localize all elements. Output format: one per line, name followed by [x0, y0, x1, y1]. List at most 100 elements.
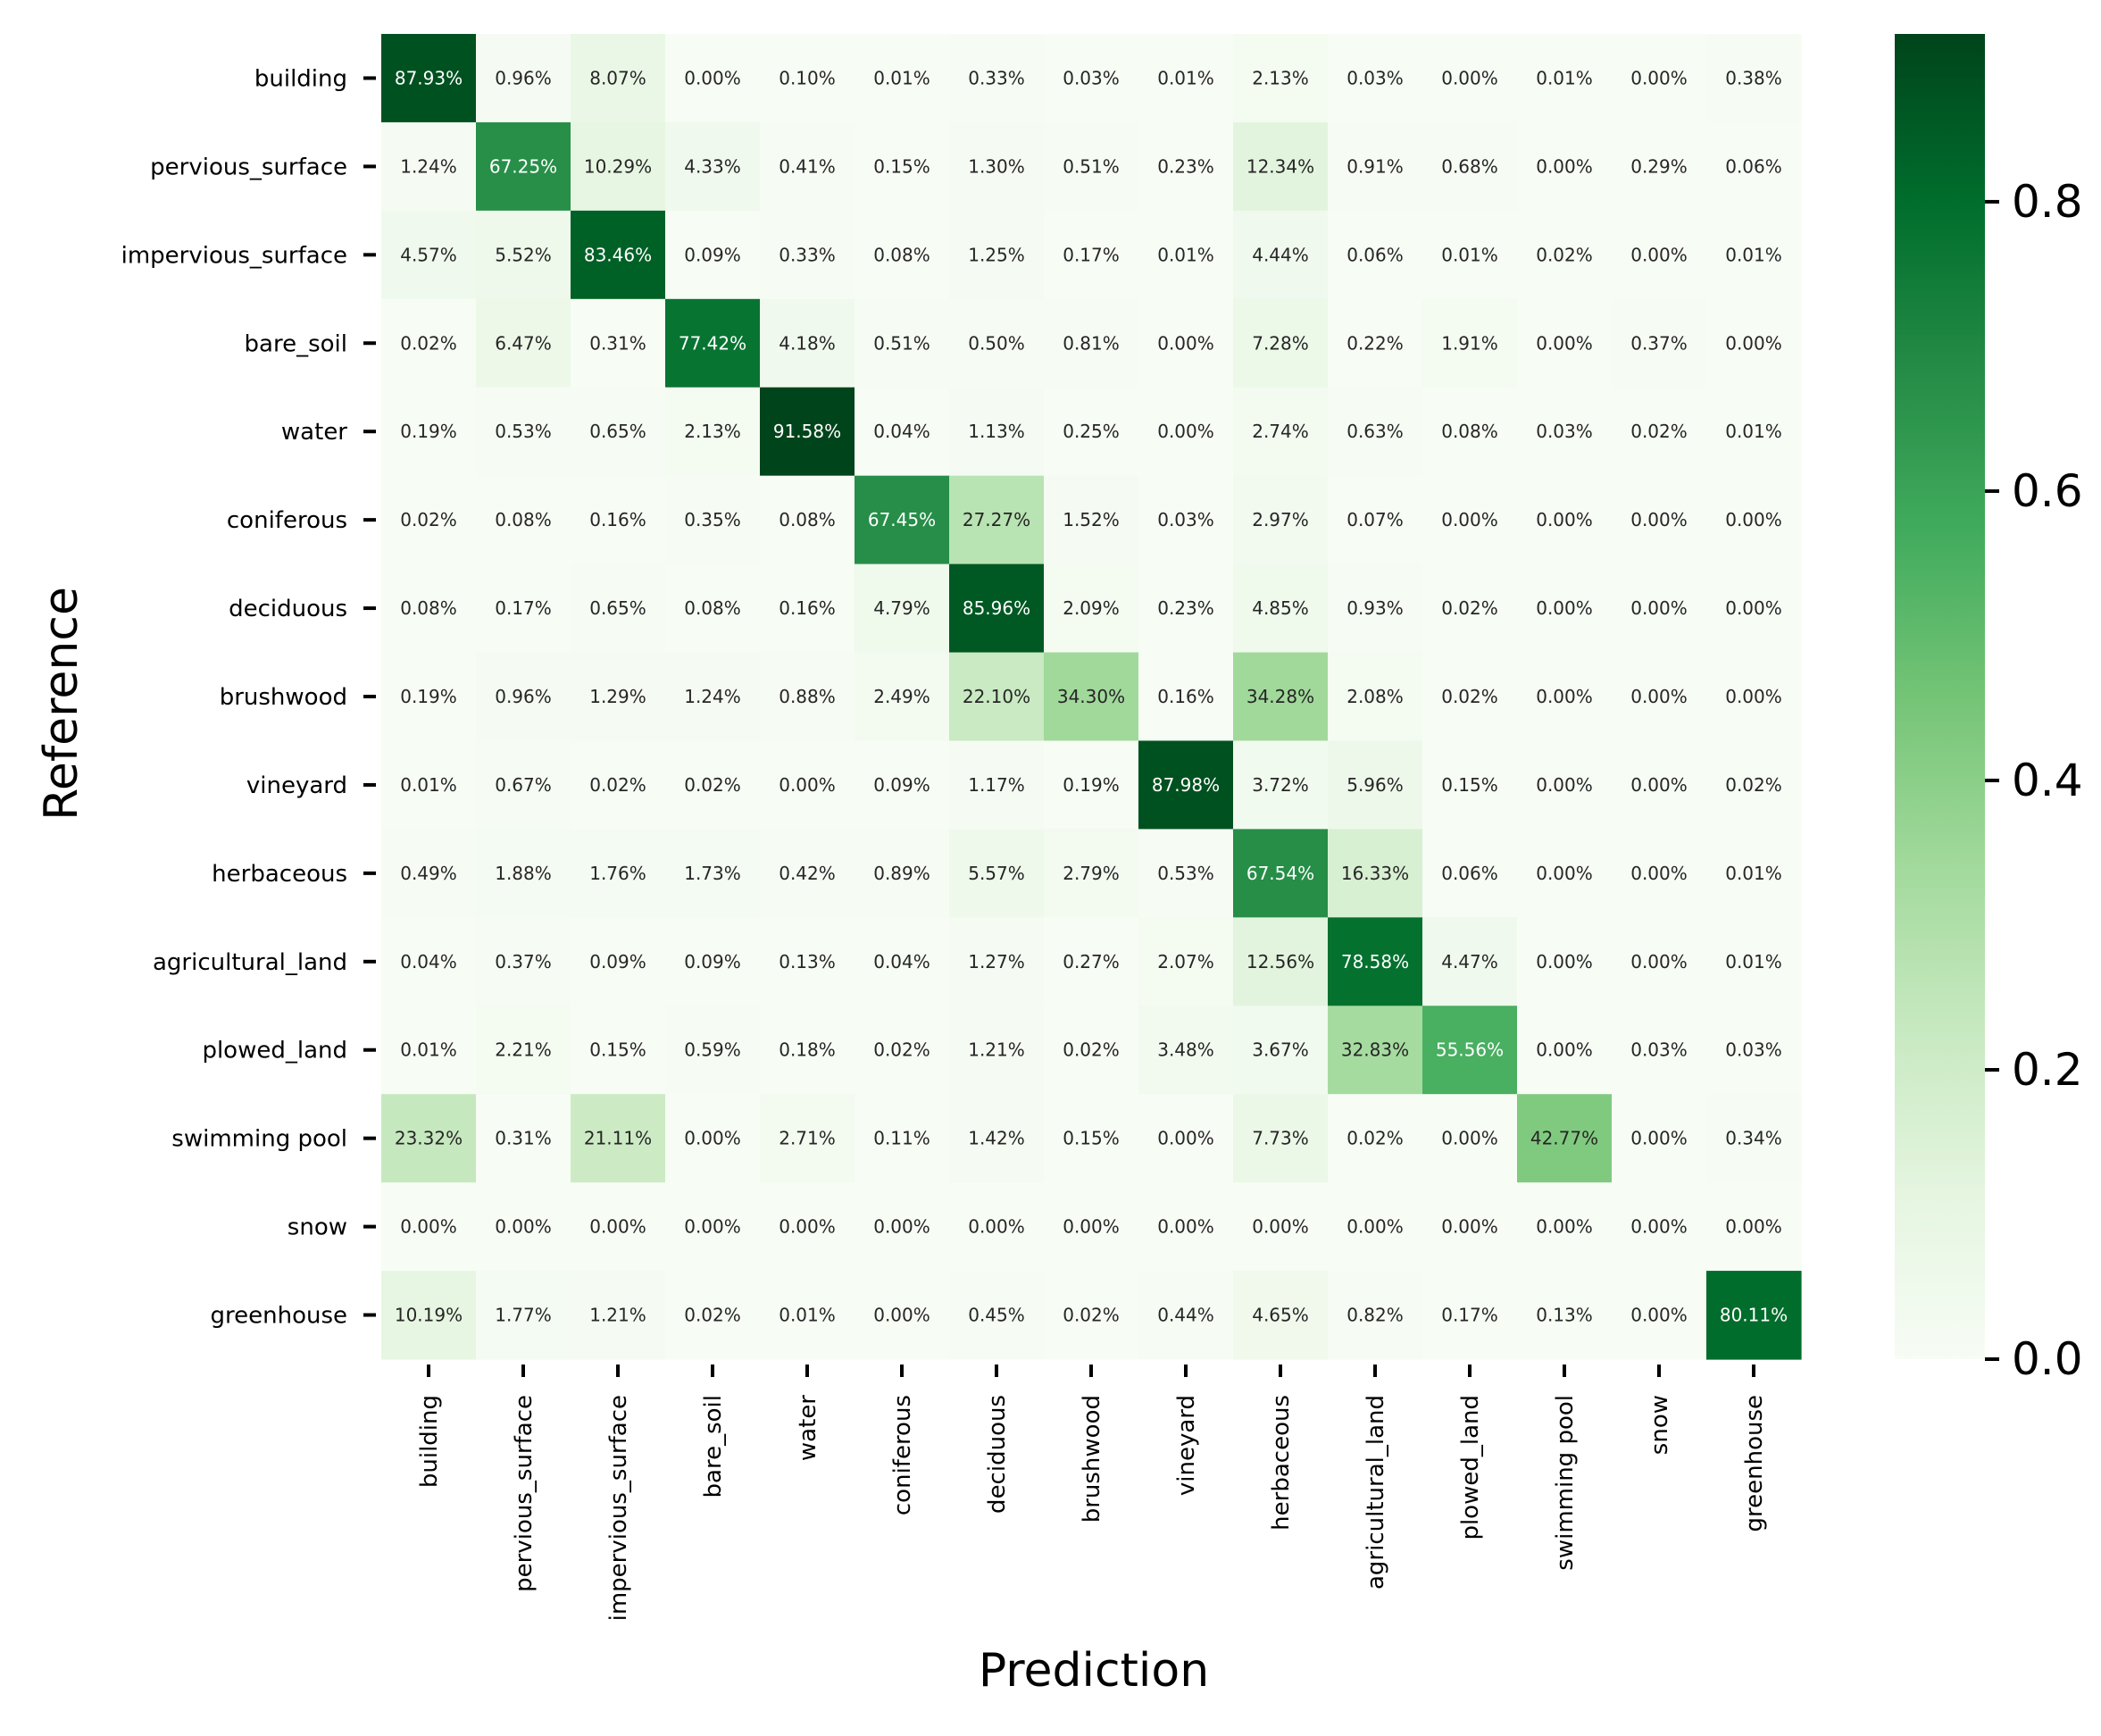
cell-value-label: 0.03% — [1157, 509, 1214, 530]
heatmap-cell — [1706, 917, 1802, 1006]
cell-value-label: 0.01% — [1536, 67, 1593, 88]
heatmap-cell — [1328, 563, 1423, 654]
x-tick-label-greenhouse: greenhouse — [1741, 1395, 1768, 1532]
cell-value-label: 87.93% — [395, 67, 463, 88]
cell-value-label: 0.02% — [684, 774, 741, 796]
y-tick-label-greenhouse: greenhouse — [211, 1303, 348, 1330]
cell-value-label: 0.00% — [684, 1216, 741, 1238]
cell-value-label: 77.42% — [679, 332, 746, 354]
y-tick-label-brushwood: brushwood — [220, 684, 347, 711]
cell-value-label: 32.83% — [1341, 1039, 1409, 1061]
cell-value-label: 0.33% — [968, 67, 1025, 88]
heatmap-cell — [476, 1094, 571, 1183]
heatmap-cell — [1233, 475, 1329, 565]
cell-value-label: 0.96% — [495, 686, 552, 707]
cell-value-label: 0.01% — [400, 774, 457, 796]
y-tick-label-pervious-surface: pervious_surface — [150, 154, 347, 180]
cell-value-label: 0.00% — [1630, 686, 1688, 707]
heatmap-cell — [1706, 652, 1802, 742]
heatmap-cell — [760, 1182, 855, 1272]
heatmap-cell — [855, 917, 950, 1006]
heatmap-cell — [1328, 1094, 1423, 1183]
heatmap-cell — [1612, 387, 1707, 477]
heatmap-cell — [949, 34, 1045, 123]
cell-value-label: 0.03% — [1725, 1039, 1782, 1061]
cell-value-label: 6.47% — [495, 332, 552, 354]
cell-value-label: 0.00% — [1725, 686, 1782, 707]
heatmap-cell — [476, 298, 571, 388]
cell-value-label: 34.28% — [1246, 686, 1314, 707]
cell-value-label: 0.00% — [1252, 1216, 1309, 1238]
cell-value-label: 0.15% — [1441, 774, 1498, 796]
cell-value-label: 67.54% — [1246, 863, 1314, 884]
cell-value-label: 0.22% — [1346, 332, 1404, 354]
cell-value-label: 0.10% — [779, 67, 836, 88]
heatmap-cell — [1044, 475, 1139, 565]
cell-value-label: 0.01% — [1725, 863, 1782, 884]
cell-value-label: 0.82% — [1346, 1305, 1404, 1326]
heatmap-cell — [1706, 475, 1802, 565]
heatmap-cell — [1233, 563, 1329, 654]
cell-value-label: 0.89% — [873, 863, 930, 884]
heatmap-cell — [1706, 829, 1802, 918]
cell-value-label: 0.45% — [968, 1305, 1025, 1326]
cell-value-label: 0.00% — [779, 774, 836, 796]
cell-value-label: 1.76% — [589, 863, 646, 884]
heatmap-cell — [1706, 1006, 1802, 1095]
heatmap-cell — [855, 829, 950, 918]
heatmap-cell — [1422, 1094, 1518, 1183]
cell-value-label: 12.56% — [1246, 951, 1314, 972]
heatmap-cell — [476, 652, 571, 742]
heatmap-cell — [1328, 298, 1423, 388]
heatmap-cell — [760, 34, 855, 123]
heatmap-cell — [1138, 387, 1234, 477]
cell-value-label: 0.15% — [1063, 1128, 1120, 1149]
y-tick-label-swimming-pool: swimming pool — [171, 1126, 347, 1153]
cell-value-label: 0.88% — [779, 686, 836, 707]
heatmap-cell — [1328, 475, 1423, 565]
heatmap-cell — [1233, 917, 1329, 1006]
cell-value-label: 0.02% — [1063, 1305, 1120, 1326]
cell-value-label: 16.33% — [1341, 863, 1409, 884]
heatmap-cell — [760, 917, 855, 1006]
heatmap-cell — [1138, 210, 1234, 300]
cell-value-label: 0.19% — [1063, 774, 1120, 796]
x-tick-label-brushwood: brushwood — [1079, 1395, 1105, 1523]
cell-value-label: 2.21% — [495, 1039, 552, 1061]
y-tick-label-deciduous: deciduous — [229, 596, 347, 622]
cell-value-label: 0.02% — [1441, 597, 1498, 619]
x-tick-label-herbaceous: herbaceous — [1268, 1395, 1295, 1531]
cell-value-label: 0.08% — [779, 509, 836, 530]
heatmap-cell — [381, 387, 477, 477]
heatmap-cell — [1706, 298, 1802, 388]
cell-value-label: 4.47% — [1441, 951, 1498, 972]
cell-value-label: 0.18% — [779, 1039, 836, 1061]
y-tick-label-snow: snow — [288, 1214, 347, 1241]
x-tick-label-water: water — [795, 1395, 821, 1461]
cell-value-label: 0.38% — [1725, 67, 1782, 88]
heatmap-cell — [665, 652, 761, 742]
heatmap-cell — [855, 210, 950, 300]
cell-value-label: 0.00% — [1630, 774, 1688, 796]
cell-value-label: 0.04% — [873, 421, 930, 442]
heatmap-cell — [1422, 917, 1518, 1006]
cell-value-label: 0.06% — [1441, 863, 1498, 884]
cell-value-label: 0.08% — [684, 597, 741, 619]
cell-value-label: 0.02% — [400, 509, 457, 530]
heatmap-cell — [1328, 1006, 1423, 1095]
cell-value-label: 0.25% — [1063, 421, 1120, 442]
cell-value-label: 0.65% — [589, 421, 646, 442]
heatmap-cell — [760, 387, 855, 477]
x-tick-label-impervious-surface: impervious_surface — [605, 1395, 632, 1621]
cell-value-label: 0.63% — [1346, 421, 1404, 442]
cell-value-label: 0.00% — [1441, 1128, 1498, 1149]
heatmap-cell — [476, 34, 571, 123]
heatmap-cell — [1422, 210, 1518, 300]
cell-value-label: 7.73% — [1252, 1128, 1309, 1149]
heatmap-cell — [1138, 829, 1234, 918]
heatmap-cell — [1044, 1271, 1139, 1360]
cell-value-label: 78.58% — [1341, 951, 1409, 972]
cell-value-label: 0.00% — [1630, 1216, 1688, 1238]
cell-value-label: 0.01% — [1157, 244, 1214, 265]
cell-value-label: 0.00% — [1536, 686, 1593, 707]
